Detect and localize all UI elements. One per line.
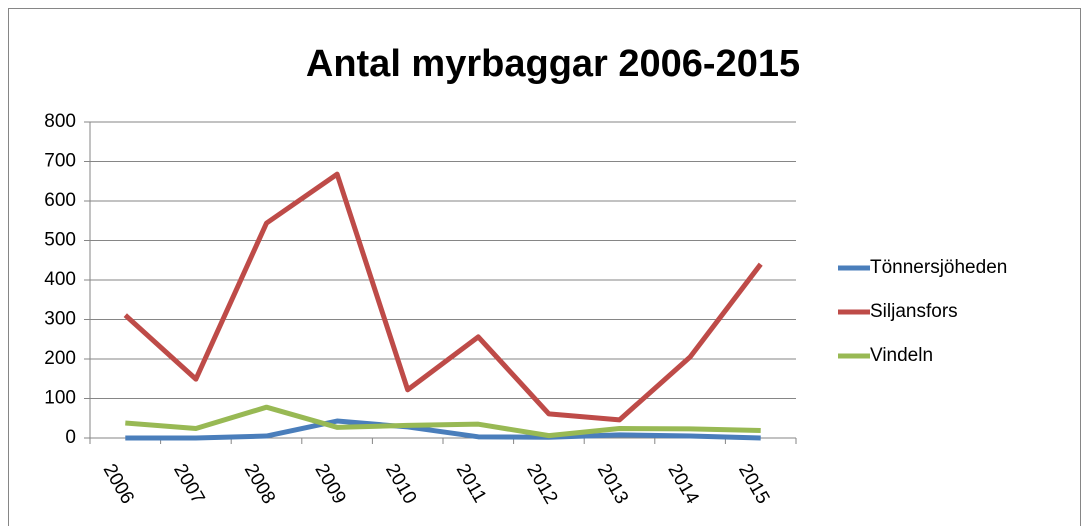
chart-title: Antal myrbaggar 2006-2015 <box>306 43 800 85</box>
series-line <box>123 171 763 423</box>
y-tick-label: 300 <box>44 309 76 330</box>
y-tick-label: 500 <box>44 230 76 251</box>
series-line <box>125 418 761 441</box>
legend-label: Tönnersjöheden <box>870 257 1007 278</box>
y-tick-label: 100 <box>44 388 76 409</box>
series-line <box>125 404 761 439</box>
y-tick-label: 200 <box>44 348 76 369</box>
legend-label: Siljansfors <box>870 301 958 322</box>
y-tick-label: 700 <box>44 151 76 172</box>
y-tick-label: 600 <box>44 190 76 211</box>
legend-label: Vindeln <box>870 345 933 366</box>
y-tick-label: 400 <box>44 269 76 290</box>
y-tick-label: 800 <box>44 111 76 132</box>
y-tick-label: 0 <box>65 427 76 448</box>
